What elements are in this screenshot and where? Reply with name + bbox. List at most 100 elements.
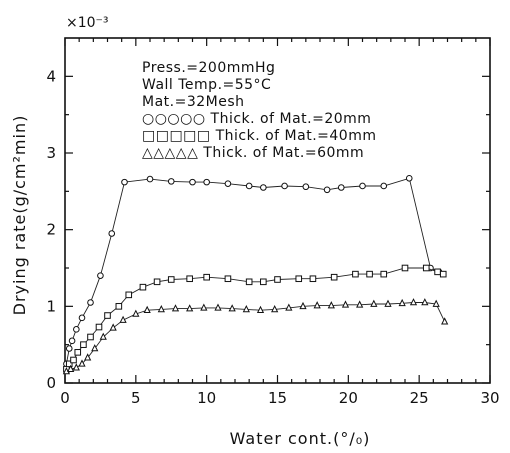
data-point-circle	[224, 180, 232, 187]
data-point-square	[295, 275, 303, 283]
legend-entry-40mm: □□□□□ Thick. of Mat.=40mm	[142, 128, 376, 144]
data-point-triangle	[398, 298, 406, 307]
data-point-square	[139, 283, 147, 291]
data-point-square	[401, 264, 409, 272]
x-tick-label: 30	[480, 389, 499, 407]
data-point-triangle	[132, 309, 140, 317]
axis-ticks: 0 5 10 15 20 25 30 0 1 2 3 4	[46, 38, 500, 407]
data-point-circle	[337, 184, 345, 191]
data-point-square	[439, 270, 447, 278]
data-point-circle	[380, 182, 388, 190]
legend-entry-60mm: △△△△△ Thick. of Mat.=60mm	[142, 145, 364, 161]
data-point-triangle	[99, 332, 107, 340]
data-point-square	[74, 349, 82, 356]
y-tick-label: 2	[46, 221, 56, 239]
data-point-square	[352, 270, 359, 278]
plot-area	[64, 37, 491, 384]
data-point-triangle	[313, 301, 321, 309]
data-point-circle	[65, 345, 73, 352]
data-point-circle	[260, 184, 267, 191]
data-point-triangle	[228, 304, 236, 312]
y-axis-multiplier: ×10⁻³	[66, 15, 109, 31]
data-point-square	[65, 360, 73, 368]
data-point-square	[434, 268, 441, 276]
data-point-triangle	[143, 305, 151, 313]
data-point-circle	[245, 182, 253, 190]
data-point-square	[167, 276, 175, 283]
data-point-square	[224, 275, 232, 283]
series-2	[63, 264, 447, 373]
data-point-triangle	[356, 300, 364, 308]
data-point-square	[95, 323, 103, 331]
data-point-circle	[97, 272, 104, 279]
data-point-square	[125, 291, 133, 299]
y-tick-label: 4	[46, 67, 56, 85]
data-point-square	[366, 270, 373, 278]
x-tick-label: 20	[339, 389, 358, 407]
data-point-square	[309, 275, 317, 283]
data-point-square	[260, 278, 267, 286]
data-point-triangle	[299, 301, 307, 310]
annotation-mat: Mat.=32Mesh	[142, 94, 245, 110]
data-point-triangle	[78, 359, 86, 367]
data-point-triangle	[72, 363, 80, 371]
data-point-square	[422, 264, 430, 272]
data-point-triangle	[200, 303, 208, 311]
data-point-circle	[323, 186, 331, 194]
data-point-square	[274, 276, 281, 283]
data-point-triangle	[157, 304, 165, 313]
y-axis-label: Drying rate(g/cm²min)	[10, 115, 29, 316]
data-point-square	[330, 273, 338, 281]
x-tick-label: 5	[131, 389, 141, 407]
annotation-pressure: Press.=200mmHg	[142, 60, 275, 76]
data-point-circle	[73, 326, 80, 333]
data-point-square	[87, 333, 94, 341]
data-point-square	[380, 270, 388, 278]
data-point-square	[186, 275, 193, 283]
data-point-triangle	[341, 300, 350, 308]
data-point-circle	[108, 230, 116, 237]
data-point-square	[245, 278, 253, 286]
data-point-triangle	[256, 305, 265, 313]
x-tick-label: 25	[410, 389, 429, 407]
data-series	[62, 175, 449, 375]
data-point-triangle	[242, 304, 250, 313]
data-point-triangle	[285, 303, 293, 311]
data-point-square	[70, 356, 77, 364]
data-point-circle	[302, 183, 310, 191]
data-point-triangle	[214, 303, 222, 311]
data-point-triangle	[327, 301, 335, 309]
data-point-triangle	[109, 323, 117, 331]
legend-entry-20mm: ○○○○○ Thick. of Mat.=20mm	[142, 111, 371, 127]
data-point-circle	[203, 178, 210, 186]
x-tick-label: 0	[60, 389, 70, 407]
data-point-circle	[167, 178, 175, 185]
data-point-circle	[68, 337, 76, 345]
data-point-circle	[121, 178, 128, 186]
series-1	[63, 175, 443, 368]
x-tick-label: 10	[197, 389, 216, 407]
data-point-triangle	[271, 304, 279, 313]
series-3	[62, 298, 449, 375]
data-point-triangle	[384, 299, 392, 307]
data-point-square	[153, 278, 161, 286]
x-tick-label: 15	[268, 389, 287, 407]
data-point-square	[115, 303, 123, 310]
x-axis-label: Water cont.(°/₀)	[230, 429, 371, 448]
data-point-triangle	[84, 353, 92, 361]
data-point-circle	[281, 182, 288, 190]
annotation-wall-temp: Wall Temp.=55°C	[142, 77, 271, 93]
data-point-circle	[87, 299, 94, 306]
data-point-square	[203, 273, 210, 281]
data-point-circle	[146, 175, 154, 183]
y-tick-label: 1	[46, 297, 56, 315]
data-point-square	[104, 312, 111, 319]
y-tick-label: 0	[46, 374, 56, 392]
data-point-circle	[359, 182, 366, 190]
data-point-triangle	[441, 317, 449, 325]
data-point-triangle	[421, 298, 429, 306]
data-point-triangle	[432, 299, 440, 307]
data-point-triangle	[171, 304, 180, 312]
data-point-triangle	[409, 298, 418, 306]
data-point-square	[80, 341, 87, 348]
